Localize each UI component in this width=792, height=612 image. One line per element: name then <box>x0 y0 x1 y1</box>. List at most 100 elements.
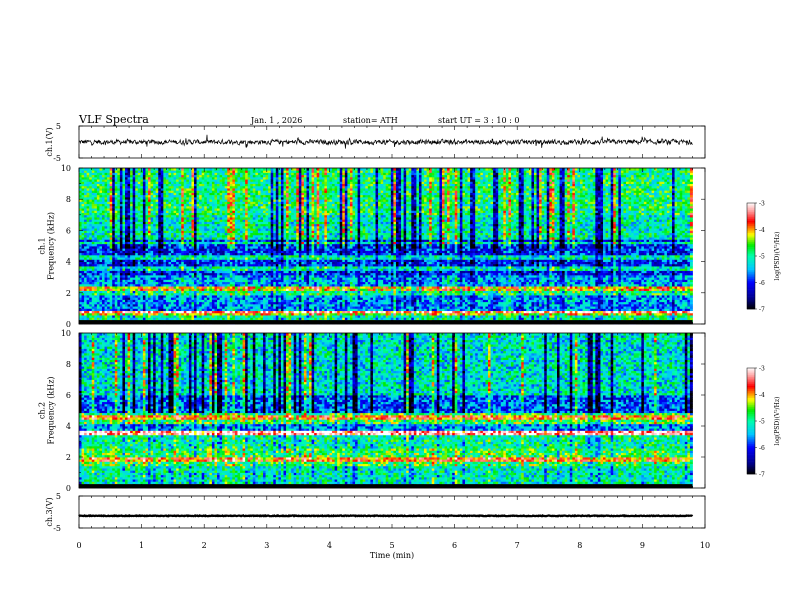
spectrogram-cell <box>91 292 95 296</box>
spectrogram-cell <box>94 237 98 240</box>
spectrogram-cell <box>150 246 154 249</box>
spectrogram-cell <box>183 299 187 303</box>
spectrogram-cell <box>163 268 167 271</box>
spectrogram-cell <box>94 199 98 202</box>
spectrogram-cell <box>94 208 98 211</box>
spectrogram-cell <box>125 217 128 220</box>
spectrogram-cell <box>99 277 103 280</box>
spectrogram-cell <box>79 274 82 278</box>
spectrogram-cell <box>114 297 118 300</box>
spectrogram-cell <box>142 272 146 276</box>
spectrogram-cell <box>153 219 157 222</box>
spectrogram-cell <box>102 270 105 274</box>
spectrogram-cell <box>158 234 162 238</box>
spectrogram-cell <box>173 286 177 289</box>
spectrogram-cell <box>165 301 169 305</box>
spectrogram-cell <box>91 196 95 200</box>
spectrogram-cell <box>114 192 118 196</box>
spectrogram-cell <box>112 221 116 225</box>
spectrogram-cell <box>96 295 100 298</box>
spectrogram-cell <box>117 179 121 182</box>
spectrogram-cell <box>86 234 90 238</box>
spectrogram-cell <box>119 225 123 229</box>
spectrogram-cell <box>165 274 169 278</box>
spectrogram-cell <box>181 308 185 312</box>
spectrogram-cell <box>91 250 95 254</box>
spectrogram-cell <box>178 239 182 242</box>
spectrogram-cell <box>125 250 128 254</box>
spectrogram-cell <box>148 248 151 251</box>
spectrogram-cell <box>119 185 123 189</box>
spectrogram-cell <box>176 286 180 289</box>
spectrogram-cell <box>91 168 95 171</box>
spectrogram-cell <box>125 176 128 180</box>
spectrogram-cell <box>148 261 151 265</box>
spectrogram-cell <box>86 183 90 187</box>
spectrogram-cell <box>102 261 105 265</box>
spectrogram-cell <box>114 205 118 209</box>
spectrogram-cell <box>94 274 98 278</box>
spectrogram-cell <box>96 281 100 285</box>
spectrogram-cell <box>132 306 136 309</box>
spectrogram-cell <box>160 203 164 207</box>
spectrogram-cell <box>122 315 126 318</box>
spectrogram-cell <box>114 223 118 227</box>
spectrogram-cell <box>125 310 128 314</box>
spectrogram-cell <box>178 170 182 173</box>
spectrogram-cell <box>91 190 95 193</box>
spectrogram-cell <box>140 221 144 225</box>
spectrogram-cell <box>107 281 111 285</box>
spectrogram-cell <box>91 306 95 309</box>
spectrogram-cell <box>137 214 141 218</box>
spectrogram-cell <box>135 201 139 205</box>
spectrogram-cell <box>81 168 85 171</box>
spectrogram-cell <box>171 270 174 274</box>
spectrogram-cell <box>150 248 154 251</box>
spectrogram-cell <box>119 208 123 211</box>
spectrogram-cell <box>114 214 118 218</box>
spectrogram-cell <box>102 266 105 269</box>
spectrogram-cell <box>142 194 146 198</box>
spectrogram-cell <box>99 279 103 283</box>
spectrogram-cell <box>176 192 180 196</box>
spectrogram-cell <box>114 292 118 296</box>
spectrogram-cell <box>140 295 144 298</box>
spectrogram-cell <box>107 286 111 289</box>
spectrogram-cell <box>91 225 95 229</box>
spectrogram-cell <box>81 190 85 193</box>
spectrogram-cell <box>99 190 103 193</box>
spectrogram-cell <box>137 306 141 309</box>
spectrogram-cell <box>84 185 88 189</box>
spectrogram-cell <box>173 230 177 234</box>
spectrogram-cell <box>96 194 100 198</box>
spectrogram-cell <box>142 266 146 269</box>
spectrogram-cell <box>122 250 126 254</box>
spectrogram-cell <box>109 170 113 173</box>
spectrogram-cell <box>173 221 177 225</box>
spectrogram-cell <box>165 292 169 296</box>
spectrogram-cell <box>109 239 113 242</box>
spectrogram-cell <box>84 317 88 320</box>
spectrogram-cell <box>168 217 172 220</box>
spectrogram-cell <box>81 263 85 267</box>
spectrogram-cell <box>150 310 154 314</box>
spectrogram-cell <box>91 286 95 289</box>
spectrogram-cell <box>104 192 108 196</box>
spectrogram-cell <box>135 274 139 278</box>
spectrogram-cell <box>183 272 187 276</box>
spectrogram-cell <box>81 288 85 291</box>
spectrogram-cell <box>153 196 157 200</box>
spectrogram-cell <box>173 205 177 209</box>
spectrogram-cell <box>122 174 126 178</box>
spectrogram-cell <box>168 257 172 260</box>
spectrogram-cell <box>173 277 177 280</box>
spectrogram-cell <box>181 250 185 254</box>
spectrogram-cell <box>153 192 157 196</box>
spectrogram-cell <box>119 172 123 176</box>
spectrogram-cell <box>171 246 174 249</box>
spectrogram-cell <box>150 317 154 320</box>
spectrogram-cell <box>122 303 126 307</box>
spectrogram-cell <box>127 172 131 176</box>
spectrogram-cell <box>96 270 100 274</box>
spectrogram-cell <box>176 174 180 178</box>
